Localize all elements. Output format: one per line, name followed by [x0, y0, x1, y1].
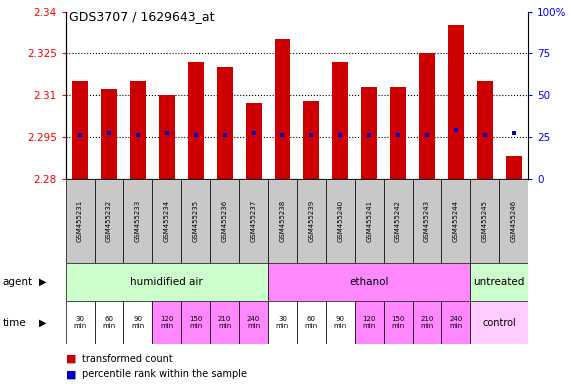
Text: 240
min: 240 min — [449, 316, 463, 329]
Bar — [268, 263, 471, 301]
Bar — [332, 61, 348, 179]
Text: GSM455245: GSM455245 — [482, 200, 488, 242]
Bar — [152, 179, 182, 263]
Text: GSM455232: GSM455232 — [106, 200, 112, 242]
Text: agent: agent — [3, 277, 33, 287]
Text: time: time — [3, 318, 26, 328]
Bar — [123, 301, 152, 344]
Bar — [268, 301, 297, 344]
Text: 60
min: 60 min — [305, 316, 318, 329]
Bar — [182, 301, 210, 344]
Bar — [361, 87, 377, 179]
Text: 30
min: 30 min — [276, 316, 289, 329]
Text: 90
min: 90 min — [131, 316, 144, 329]
Text: 60
min: 60 min — [102, 316, 116, 329]
Bar — [384, 179, 413, 263]
Text: 210
min: 210 min — [218, 316, 231, 329]
Bar — [182, 179, 210, 263]
Bar — [275, 39, 291, 179]
Text: 240
min: 240 min — [247, 316, 260, 329]
Bar — [130, 81, 146, 179]
Bar — [303, 101, 319, 179]
Bar — [66, 263, 268, 301]
Bar — [101, 89, 117, 179]
Text: GDS3707 / 1629643_at: GDS3707 / 1629643_at — [69, 10, 214, 23]
Bar — [471, 301, 528, 344]
Text: percentile rank within the sample: percentile rank within the sample — [82, 369, 247, 379]
Text: ▶: ▶ — [39, 318, 46, 328]
Text: ethanol: ethanol — [349, 277, 389, 287]
Bar — [326, 179, 355, 263]
Bar — [297, 179, 326, 263]
Text: GSM455242: GSM455242 — [395, 200, 401, 242]
Bar — [268, 179, 297, 263]
Bar — [152, 301, 182, 344]
Text: GSM455233: GSM455233 — [135, 200, 141, 242]
Text: ▶: ▶ — [39, 277, 46, 287]
Bar — [246, 103, 262, 179]
Text: humidified air: humidified air — [130, 277, 203, 287]
Text: control: control — [482, 318, 516, 328]
Bar — [123, 179, 152, 263]
Bar — [239, 301, 268, 344]
Text: GSM455234: GSM455234 — [164, 200, 170, 242]
Bar — [471, 179, 499, 263]
Text: GSM455241: GSM455241 — [366, 200, 372, 242]
Bar — [72, 81, 88, 179]
Text: GSM455238: GSM455238 — [279, 200, 286, 242]
Bar — [210, 301, 239, 344]
Bar — [95, 179, 123, 263]
Bar — [506, 156, 522, 179]
Bar — [355, 301, 384, 344]
Text: GSM455231: GSM455231 — [77, 200, 83, 242]
Bar — [413, 179, 441, 263]
Text: 150
min: 150 min — [189, 316, 203, 329]
Bar — [384, 301, 413, 344]
Bar — [326, 301, 355, 344]
Bar — [499, 179, 528, 263]
Text: GSM455240: GSM455240 — [337, 200, 343, 242]
Bar — [66, 301, 95, 344]
Text: GSM455235: GSM455235 — [193, 200, 199, 242]
Text: untreated: untreated — [473, 277, 525, 287]
Bar — [390, 87, 406, 179]
Bar — [441, 301, 471, 344]
Text: GSM455239: GSM455239 — [308, 200, 315, 242]
Bar — [477, 81, 493, 179]
Text: 120
min: 120 min — [363, 316, 376, 329]
Bar — [297, 301, 326, 344]
Text: GSM455244: GSM455244 — [453, 200, 459, 242]
Text: 120
min: 120 min — [160, 316, 174, 329]
Text: GSM455237: GSM455237 — [251, 200, 256, 242]
Text: GSM455236: GSM455236 — [222, 200, 228, 242]
Bar — [448, 25, 464, 179]
Text: ■: ■ — [66, 369, 76, 379]
Text: GSM455243: GSM455243 — [424, 200, 430, 242]
Text: 30
min: 30 min — [74, 316, 87, 329]
Bar — [159, 95, 175, 179]
Text: transformed count: transformed count — [82, 354, 172, 364]
Bar — [419, 53, 435, 179]
Text: GSM455246: GSM455246 — [510, 200, 517, 242]
Bar — [413, 301, 441, 344]
Bar — [210, 179, 239, 263]
Text: 210
min: 210 min — [420, 316, 434, 329]
Bar — [95, 301, 123, 344]
Bar — [66, 179, 95, 263]
Bar — [239, 179, 268, 263]
Bar — [217, 67, 232, 179]
Bar — [355, 179, 384, 263]
Text: 150
min: 150 min — [391, 316, 405, 329]
Bar — [471, 263, 528, 301]
Text: ■: ■ — [66, 354, 76, 364]
Bar — [441, 179, 471, 263]
Text: 90
min: 90 min — [333, 316, 347, 329]
Bar — [188, 61, 204, 179]
